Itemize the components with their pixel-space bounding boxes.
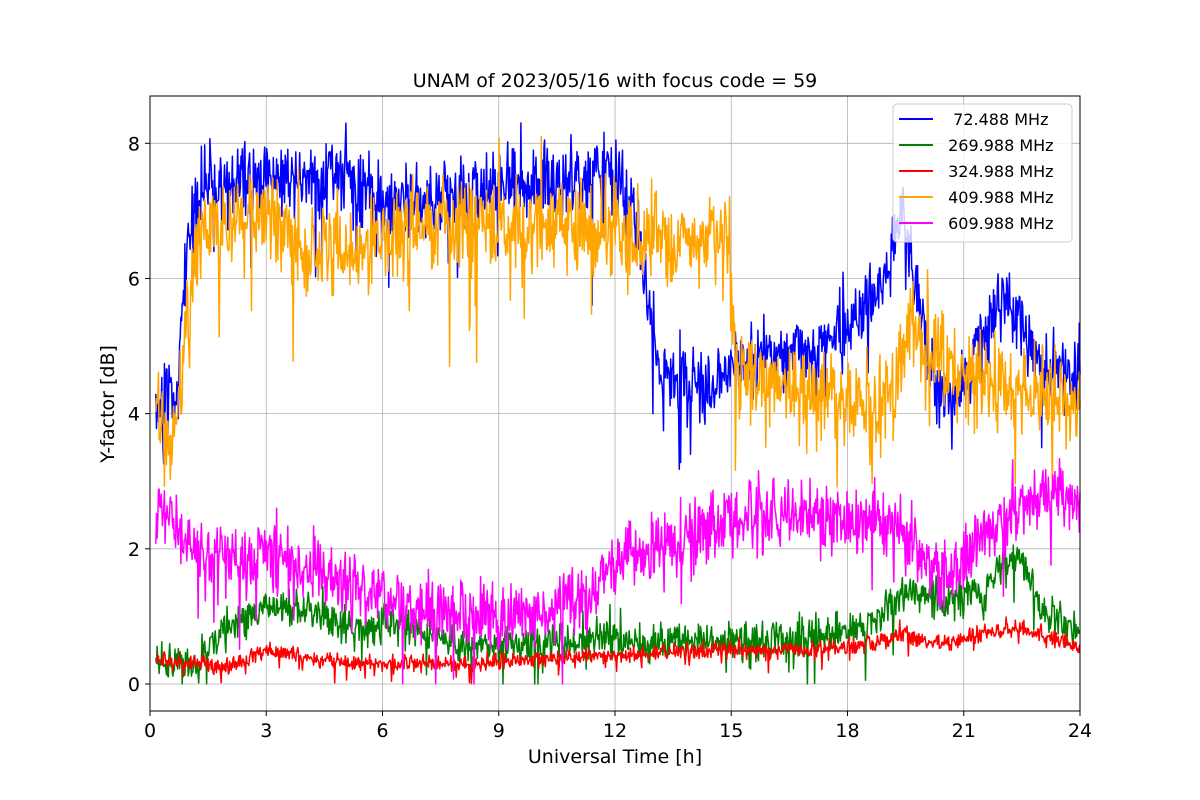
x-tick-label: 0 [144,720,156,742]
y-axis-ticks: 0 2 4 6 8 [128,133,150,696]
x-tick-label: 9 [493,720,505,742]
legend-label: 269.988 MHz [943,136,1054,155]
y-tick-label: 0 [128,674,140,696]
x-axis-ticks: 0 3 6 9 12 15 18 21 24 [144,711,1092,742]
x-axis-label: Universal Time [h] [528,746,702,768]
chart-title: UNAM of 2023/05/16 with focus code = 59 [413,70,818,92]
legend-label: 409.988 MHz [943,188,1054,207]
x-tick-label: 12 [603,720,627,742]
series-line [155,136,1081,491]
series-lines [155,122,1081,685]
legend-label: 324.988 MHz [943,162,1054,181]
legend: 72.488 MHz 269.988 MHz 324.988 MHz 409.9… [892,103,1073,243]
x-tick-label: 21 [952,720,976,742]
legend-label: 72.488 MHz [943,110,1048,129]
y-tick-label: 6 [128,268,140,290]
y-axis-label: Y-factor [dB] [97,345,119,464]
series-line [155,457,1081,685]
y-tick-label: 4 [128,404,140,426]
x-tick-label: 15 [719,720,743,742]
legend-box [892,103,1073,243]
x-tick-label: 18 [835,720,859,742]
series-line [155,616,1081,685]
series-line [155,539,1081,685]
x-tick-label: 3 [260,720,272,742]
y-tick-label: 8 [128,133,140,155]
x-tick-label: 24 [1068,720,1092,742]
legend-label: 609.988 MHz [943,214,1054,233]
y-tick-label: 2 [128,539,140,561]
x-tick-label: 6 [376,720,388,742]
